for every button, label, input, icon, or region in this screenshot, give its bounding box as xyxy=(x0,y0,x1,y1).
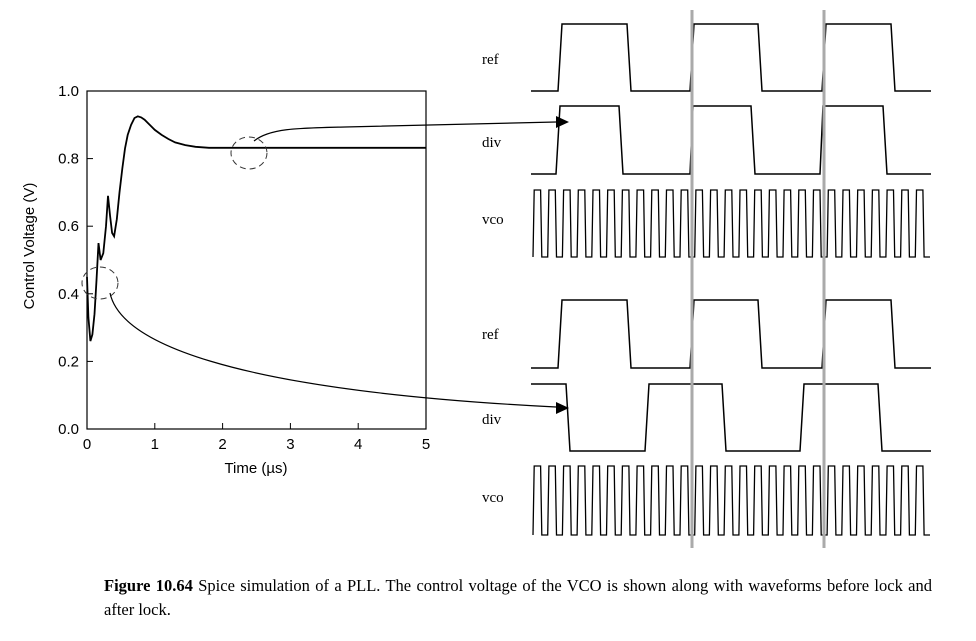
signal-label-ref-after: ref xyxy=(482,52,499,68)
y-tick-label: 0.2 xyxy=(58,353,79,370)
acquisition-region-marker xyxy=(81,266,119,300)
caption-text: Spice simulation of a PLL. The control v… xyxy=(104,576,932,619)
ref-waveform-after xyxy=(531,23,931,92)
arrowhead-after-lock xyxy=(556,116,569,128)
x-tick-label: 0 xyxy=(83,436,91,453)
timing-diagrams: ref div vco ref div vco xyxy=(482,10,931,548)
y-tick-label: 0.6 xyxy=(58,218,79,235)
ref-waveform-before xyxy=(531,299,931,369)
arrow-to-before-lock xyxy=(109,292,557,408)
x-ticks: 0 1 2 3 4 5 xyxy=(83,423,430,453)
signal-label-div-after: div xyxy=(482,135,502,151)
lock-region-marker xyxy=(230,136,268,170)
div-waveform-before xyxy=(531,383,931,452)
y-tick-label: 0.0 xyxy=(58,421,79,438)
div-waveform-after xyxy=(531,105,931,175)
x-axis-label: Time (µs) xyxy=(224,460,287,477)
signal-label-ref-before: ref xyxy=(482,327,499,343)
arrowhead-before-lock xyxy=(556,402,569,414)
signal-label-vco-before: vco xyxy=(482,490,504,506)
y-axis-label: Control Voltage (V) xyxy=(21,183,38,310)
before-lock-group: ref div vco xyxy=(482,299,931,536)
y-ticks: 0.0 0.2 0.4 0.6 0.8 1.0 xyxy=(58,83,93,438)
after-lock-group: ref div vco xyxy=(482,23,931,258)
signal-label-div-before: div xyxy=(482,412,502,428)
x-tick-label: 5 xyxy=(422,436,430,453)
control-voltage-plot: 0 1 2 3 4 5 0.0 0.2 0.4 0.6 0.8 1.0 Time (µs) Cont… xyxy=(21,83,430,477)
x-tick-label: 2 xyxy=(218,436,226,453)
connector-arrows xyxy=(109,116,569,414)
vco-waveform-before xyxy=(532,465,930,536)
control-voltage-line xyxy=(86,115,426,342)
vco-waveform-after xyxy=(532,189,930,258)
x-tick-label: 1 xyxy=(151,436,159,453)
y-tick-label: 0.4 xyxy=(58,286,79,303)
x-tick-label: 3 xyxy=(286,436,294,453)
caption-label: Figure 10.64 xyxy=(104,576,193,595)
y-tick-label: 0.8 xyxy=(58,151,79,168)
plot-frame xyxy=(86,90,427,430)
figure-caption: Figure 10.64 Spice simulation of a PLL. … xyxy=(104,574,932,622)
arrow-to-after-lock xyxy=(253,121,557,142)
y-tick-label: 1.0 xyxy=(58,83,79,100)
signal-label-vco-after: vco xyxy=(482,212,504,228)
x-tick-label: 4 xyxy=(354,436,362,453)
